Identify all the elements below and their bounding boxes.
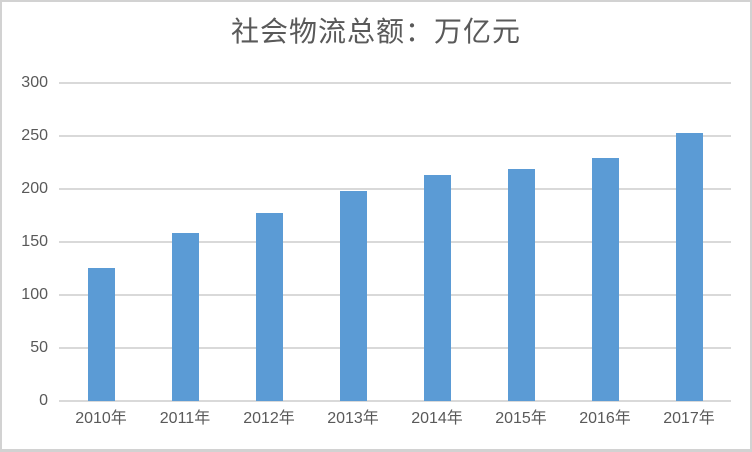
y-axis-tick-label: 200 <box>21 180 48 197</box>
gridline <box>59 294 731 296</box>
x-axis-line <box>59 400 731 402</box>
x-axis-tick-label: 2015年 <box>495 410 547 427</box>
bar-2014年 <box>423 174 451 401</box>
x-axis-tick-label: 2016年 <box>579 410 631 427</box>
y-axis-tick-label: 100 <box>21 286 48 303</box>
y-axis-tick-label: 50 <box>30 339 48 356</box>
bar-2011年 <box>171 233 199 401</box>
y-axis-tick-label: 250 <box>21 127 48 144</box>
x-axis-tick-label: 2014年 <box>411 410 463 427</box>
bar-2013年 <box>339 191 367 401</box>
x-axis-tick-label: 2010年 <box>75 410 127 427</box>
gridline <box>59 82 731 84</box>
gridline <box>59 135 731 137</box>
bar-2010年 <box>87 268 115 401</box>
x-axis-tick-label: 2013年 <box>327 410 379 427</box>
x-axis-tick-label: 2017年 <box>663 410 715 427</box>
y-axis-tick-label: 0 <box>39 392 48 409</box>
plot-area <box>59 82 731 402</box>
bar-2015年 <box>507 168 535 401</box>
y-axis-tick-label: 300 <box>21 74 48 91</box>
gridline <box>59 188 731 190</box>
bar-2017年 <box>675 133 703 401</box>
x-axis-tick-label: 2012年 <box>243 410 295 427</box>
x-axis-tick-label: 2011年 <box>159 410 211 427</box>
y-axis-tick-label: 150 <box>21 233 48 250</box>
bar-2016年 <box>591 157 619 401</box>
bar-2012年 <box>255 213 283 401</box>
chart-title: 社会物流总额：万亿元 <box>230 15 521 48</box>
gridline <box>59 347 731 349</box>
gridline <box>59 241 731 243</box>
